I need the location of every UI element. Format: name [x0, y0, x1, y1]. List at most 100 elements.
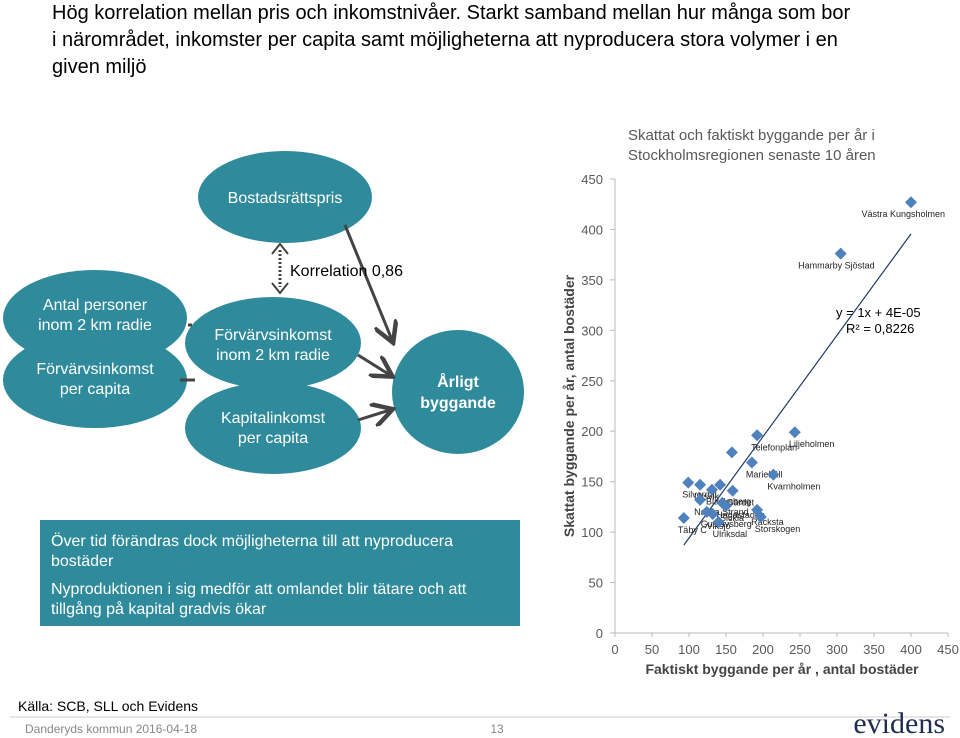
- point: [714, 478, 727, 491]
- diagram: Bostadsrättspris Korrelation 0,86 Antal …: [3, 151, 524, 474]
- node-label: byggande: [420, 395, 496, 412]
- point-label: Nacka Strand: [694, 507, 749, 517]
- x-tick-label: 50: [645, 642, 659, 657]
- point-label: Mariehäll: [746, 469, 783, 479]
- point-label: Täby C: [678, 525, 708, 535]
- node-label: Antal personer: [43, 297, 148, 314]
- point: [694, 493, 707, 506]
- node-label: inom 2 km radie: [38, 317, 152, 334]
- y-tick-label: 250: [581, 374, 603, 389]
- point-label: Gärdet: [727, 498, 755, 508]
- node: [185, 297, 361, 389]
- point-label: Hammarby Sjöstad: [798, 261, 875, 271]
- arrow-head: [271, 242, 289, 295]
- node-label: Årligt: [437, 372, 479, 391]
- point-label: Storskogen: [755, 524, 801, 534]
- y-tick-label: 50: [589, 576, 603, 591]
- x-tick-label: 100: [678, 642, 700, 657]
- y-tick-label: 300: [581, 323, 603, 338]
- x-axis-title: Faktiskt byggande per år , antal bostäde…: [645, 661, 919, 677]
- x-tick-label: 450: [937, 642, 959, 657]
- point: [706, 507, 719, 520]
- chart: Skattat och faktiskt byggande per år i S…: [561, 127, 959, 677]
- point: [677, 511, 690, 524]
- x-tick-label: 200: [752, 642, 774, 657]
- trendline: [683, 233, 912, 546]
- y-tick-label: 200: [581, 424, 603, 439]
- arrow: [343, 224, 392, 340]
- title-line: Hög korrelation mellan pris och inkomstn…: [52, 2, 850, 24]
- note-line: Över tid förändras dock möjligheterna ti…: [51, 532, 453, 550]
- y-tick-label: 150: [581, 475, 603, 490]
- node: [185, 382, 361, 474]
- point: [751, 429, 764, 442]
- node: [198, 151, 372, 243]
- point: [745, 456, 758, 469]
- page-number: 13: [490, 722, 504, 736]
- y-tick-label: 350: [581, 273, 603, 288]
- node-label: per capita: [60, 381, 130, 398]
- y-tick-label: 0: [596, 626, 603, 641]
- note-line: tillgång på kapital gradvis ökar: [51, 600, 267, 618]
- node-label: Bostadsrättspris: [228, 190, 343, 207]
- chart-title: Stockholmsregionen senaste 10 åren: [628, 147, 876, 164]
- node-label: per capita: [238, 430, 308, 447]
- x-tick-label: 300: [826, 642, 848, 657]
- chart-title: Skattat och faktiskt byggande per år i: [628, 127, 875, 144]
- y-axis-title: Skattat byggande per år, antal bostäder: [561, 274, 577, 537]
- node-label: inom 2 km radie: [216, 347, 330, 364]
- point-label: Västra Kungsholmen: [861, 209, 945, 219]
- point: [700, 505, 713, 518]
- correlation-label: Korrelation 0,86: [290, 263, 403, 280]
- source: Källa: SCB, SLL och Evidens: [18, 698, 198, 714]
- x-tick-label: 150: [715, 642, 737, 657]
- point: [788, 426, 801, 439]
- trend-equation: y = 1x + 4E-05: [836, 305, 921, 320]
- point-label: Gustavsberg: [701, 519, 752, 529]
- title-line: i närområdet, inkomster per capita samt …: [52, 29, 838, 51]
- x-tick-label: 350: [863, 642, 885, 657]
- point: [705, 483, 718, 496]
- point: [720, 499, 732, 512]
- point-label: Räcksta: [751, 517, 784, 527]
- logo: evidens: [853, 707, 945, 738]
- trend-r2: R² = 0,8226: [846, 321, 914, 336]
- point-label: Hagastaden: [716, 510, 765, 520]
- point: [754, 510, 767, 523]
- node-label: Kapitalinkomst: [221, 410, 326, 427]
- title-line: given miljö: [52, 56, 146, 78]
- point: [834, 247, 847, 260]
- x-tick-label: 0: [611, 642, 618, 657]
- point: [682, 476, 695, 489]
- y-tick-label: 450: [581, 172, 603, 187]
- point-label: Liljeholmen: [789, 439, 835, 449]
- y-tick-label: 100: [581, 525, 603, 540]
- point: [905, 196, 917, 209]
- point: [725, 446, 738, 459]
- point-label: Telefonplan: [751, 442, 797, 452]
- point-label: Ursvik: [694, 492, 719, 502]
- note-line: bostäder: [51, 553, 114, 570]
- point: [712, 516, 725, 529]
- title: Hög korrelation mellan pris och inkomstn…: [52, 2, 850, 78]
- note-box: Över tid förändras dock möjligheterna ti…: [40, 520, 520, 626]
- footer: Källa: SCB, SLL och Evidens Danderyds ko…: [10, 698, 950, 738]
- point-label: Sickla: [720, 513, 744, 523]
- point-label: Kvarnholmen: [767, 482, 820, 492]
- x-tick-label: 250: [789, 642, 811, 657]
- point: [694, 478, 707, 491]
- arrow: [357, 353, 390, 375]
- point-label: Ulriksdal: [713, 529, 748, 539]
- x-tick-label: 400: [900, 642, 922, 657]
- note-line: Nyproduktionen i sig medför att omlandet…: [51, 581, 467, 598]
- node: [392, 330, 524, 454]
- presenter: Danderyds kommun 2016-04-18: [25, 722, 197, 736]
- box: [40, 520, 520, 626]
- point: [726, 484, 739, 497]
- point-label: Blackeberg: [706, 497, 751, 507]
- y-tick-label: 400: [581, 222, 603, 237]
- node-label: Förvärvsinkomst: [214, 327, 332, 344]
- arrow: [357, 410, 390, 420]
- node-label: Förvärvsinkomst: [36, 361, 154, 378]
